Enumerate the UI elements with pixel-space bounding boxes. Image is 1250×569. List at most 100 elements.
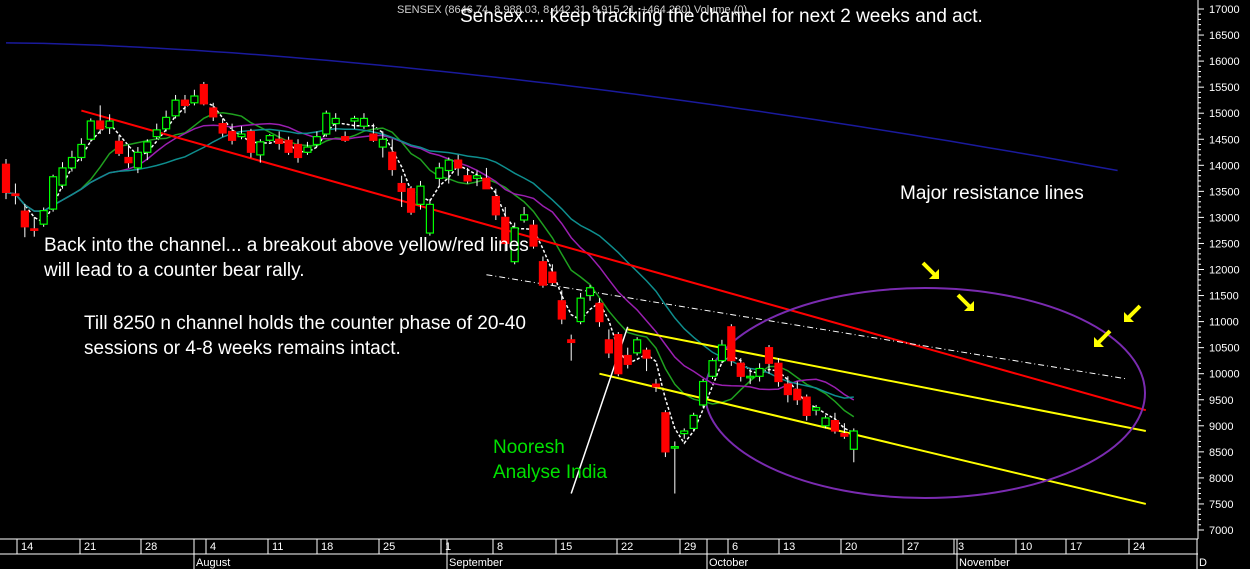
candle — [661, 410, 670, 458]
candle-body — [388, 151, 397, 171]
candle — [162, 110, 171, 132]
candle-body — [849, 430, 858, 450]
candle — [86, 118, 95, 142]
candle-body — [661, 412, 670, 453]
candle — [585, 285, 595, 301]
candle-body — [576, 297, 585, 323]
candle-body — [369, 133, 378, 141]
candle — [576, 292, 585, 325]
candle-body — [783, 383, 792, 396]
y-tick-label: 13000 — [1209, 212, 1240, 224]
candle-body — [227, 130, 237, 141]
candle-body — [680, 430, 689, 435]
x-tick-label: 25 — [383, 541, 395, 553]
candle — [698, 378, 708, 408]
candle — [548, 264, 557, 286]
candle-body — [623, 354, 632, 365]
arrow-shaft — [1095, 329, 1112, 346]
candle — [604, 329, 613, 359]
candle — [510, 222, 519, 265]
x-tick-label: 17 — [1070, 541, 1082, 553]
candles — [1, 81, 858, 494]
candle-body — [105, 120, 114, 129]
candle — [802, 394, 811, 421]
candle-body — [341, 136, 350, 141]
y-tick-label: 16000 — [1209, 56, 1240, 68]
candle-body — [246, 130, 256, 153]
candle — [435, 162, 444, 187]
candle — [39, 207, 48, 227]
y-tick-label: 16500 — [1209, 30, 1240, 42]
x-tick-label: 4 — [210, 541, 216, 553]
candle-body — [651, 383, 661, 388]
candle — [689, 412, 698, 432]
arrow-head — [964, 301, 974, 311]
y-tick-label: 13500 — [1209, 186, 1240, 198]
candle — [359, 113, 369, 129]
month-label: November — [959, 557, 1010, 569]
candle — [237, 126, 246, 140]
candle-body — [39, 210, 48, 225]
x-axis: 14 21 28 4 11 18 25 1 8 15 22 29 6 13 20 27 3 10 17 24Augus… — [0, 538, 1207, 569]
candle-body — [595, 302, 604, 323]
candle-body — [265, 135, 274, 141]
y-tick-label: 11500 — [1209, 291, 1239, 303]
y-tick-label: 9500 — [1209, 395, 1233, 407]
resistance-annotation: Major resistance lines — [900, 183, 1084, 204]
candle — [350, 115, 359, 129]
candle-body — [670, 446, 679, 449]
candle — [180, 94, 190, 114]
y-tick-label: 9000 — [1209, 421, 1233, 433]
channel-lower-yellow-line — [599, 372, 1147, 505]
candle — [849, 428, 858, 463]
candle-body — [293, 143, 303, 159]
candle-body — [501, 216, 510, 245]
candle — [633, 337, 642, 356]
y-tick-label: 14000 — [1209, 160, 1240, 172]
candle-body — [406, 188, 416, 213]
candle-body — [86, 120, 95, 140]
hold-annotation-line1: Till 8250 n channel holds the counter ph… — [84, 313, 526, 334]
channel-annotation-line1: Back into the channel... a breakout abov… — [44, 235, 529, 256]
candle — [717, 339, 727, 364]
x-tick-label: 3 — [958, 541, 964, 553]
candle — [246, 128, 256, 158]
candle-body — [793, 388, 802, 401]
candle — [444, 157, 453, 184]
channel-annotation-line2: will lead to a counter bear rally. — [44, 260, 305, 281]
candle-body — [143, 141, 152, 153]
candle — [152, 123, 161, 140]
candle-body — [698, 380, 708, 406]
candle — [265, 134, 274, 142]
candle — [48, 174, 58, 212]
candle — [58, 162, 67, 189]
y-tick-label: 17000 — [1209, 4, 1240, 16]
candle-body — [755, 367, 764, 377]
author-name: Nooresh — [493, 437, 565, 458]
x-tick-label: 14 — [21, 541, 33, 553]
ticker-header: SENSEX (8646.74, 8,988.03, 8,442.31, 8,9… — [397, 4, 748, 16]
candle-body — [416, 185, 425, 205]
candle-body — [830, 419, 840, 432]
candle — [519, 206, 529, 223]
y-tick-label: 10000 — [1209, 369, 1240, 381]
month-label: September — [449, 557, 503, 569]
y-tick-label: 11000 — [1209, 317, 1239, 329]
x-tick-label: 10 — [1020, 541, 1032, 553]
candle-body — [1, 163, 11, 193]
candle-body — [642, 349, 651, 359]
candle — [746, 368, 755, 385]
candle — [454, 154, 463, 176]
candle-body — [454, 159, 463, 169]
candle-body — [538, 261, 548, 286]
y-tick-label: 10500 — [1209, 343, 1240, 355]
candle-body — [378, 138, 387, 148]
candle-body — [58, 167, 67, 186]
candle — [96, 105, 105, 135]
candle-body — [529, 224, 538, 247]
month-label: October — [709, 557, 748, 569]
candle — [20, 203, 29, 238]
arrow-icon — [1124, 304, 1142, 322]
candle-body — [171, 99, 180, 117]
candle-body — [397, 182, 406, 192]
